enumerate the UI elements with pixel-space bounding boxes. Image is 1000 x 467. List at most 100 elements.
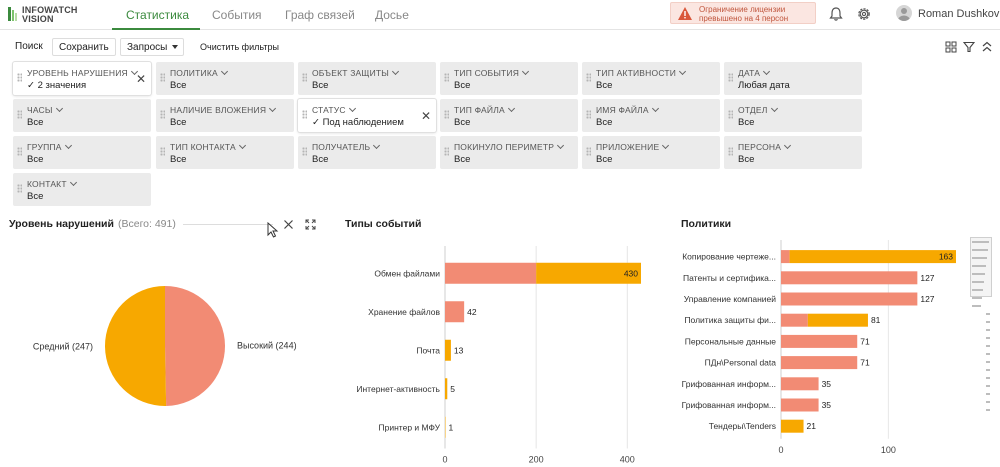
filter-icon[interactable] — [963, 41, 975, 53]
clear-filter-icon[interactable]: ✕ — [420, 109, 431, 123]
policies-panel-title: Политики — [681, 218, 732, 230]
violations-title: Уровень нарушений — [9, 218, 114, 230]
filter-value: Все — [27, 191, 44, 202]
bar-6-series-0[interactable] — [781, 377, 819, 391]
bar-1-series-0[interactable] — [781, 271, 918, 285]
filter-12[interactable]: ГРУППА Все — [13, 136, 151, 169]
drag-handle-icon[interactable] — [444, 73, 449, 82]
drag-handle-icon[interactable] — [586, 110, 591, 119]
drag-handle-icon[interactable] — [586, 73, 591, 82]
filter-value: ✓ Под наблюдением — [312, 117, 404, 128]
filter-2[interactable]: ОБЪЕКТ ЗАЩИТЫ Все — [298, 62, 436, 95]
filter-label: ПРИЛОЖЕНИЕ — [596, 141, 670, 152]
drag-handle-icon[interactable] — [302, 147, 307, 156]
bar-0-series-0[interactable] — [781, 250, 790, 264]
minimap-line — [986, 361, 990, 363]
filter-value: Все — [170, 117, 187, 128]
tab-events[interactable]: События — [212, 8, 262, 22]
bar-value-label-7: 35 — [822, 400, 832, 410]
bar-0-series-0[interactable] — [445, 262, 537, 284]
drag-handle-icon[interactable] — [17, 110, 22, 119]
clear-filter-icon[interactable]: ✕ — [135, 72, 146, 86]
filter-9[interactable]: ТИП ФАЙЛА Все — [440, 99, 578, 132]
filter-value: Все — [738, 154, 755, 165]
layout-grid-icon[interactable] — [945, 41, 957, 53]
tab-dossier[interactable]: Досье — [375, 8, 409, 22]
logo[interactable]: INFOWATCH VISION — [8, 5, 88, 25]
filter-label: ТИП КОНТАКТА — [170, 141, 246, 152]
policies-scroll-minimap[interactable] — [970, 237, 992, 465]
bar-0-series-1[interactable] — [789, 250, 956, 264]
bar-2-series-1[interactable] — [445, 339, 451, 361]
expand-panel-icon[interactable] — [305, 219, 316, 230]
filter-7[interactable]: НАЛИЧИЕ ВЛОЖЕНИЯ Все — [156, 99, 294, 132]
drag-handle-icon[interactable] — [586, 147, 591, 156]
filter-value: Все — [596, 80, 613, 91]
bar-7-series-0[interactable] — [781, 398, 819, 412]
drag-handle-icon[interactable] — [17, 73, 22, 82]
clear-filters-button[interactable]: Очистить фильтры — [200, 42, 279, 52]
x-tick-label-1: 100 — [881, 445, 896, 455]
queries-dropdown[interactable]: Запросы — [120, 38, 185, 56]
filter-10[interactable]: ИМЯ ФАЙЛА Все — [582, 99, 720, 132]
filter-18[interactable]: КОНТАКТ Все — [13, 173, 151, 206]
bar-5-series-0[interactable] — [781, 356, 858, 370]
filter-6[interactable]: ЧАСЫ Все — [13, 99, 151, 132]
pie-slice-0[interactable] — [165, 286, 226, 406]
minimap-line — [986, 337, 990, 339]
collapse-icon[interactable] — [981, 41, 993, 53]
category-label-1: Патенты и сертифика... — [683, 273, 776, 283]
search-label[interactable]: Поиск — [15, 41, 43, 52]
filter-5[interactable]: ДАТА Любая дата — [724, 62, 862, 95]
filter-1[interactable]: ПОЛИТИКА Все — [156, 62, 294, 95]
drag-handle-icon[interactable] — [160, 147, 165, 156]
drag-handle-icon[interactable] — [17, 147, 22, 156]
drag-handle-icon[interactable] — [160, 73, 165, 82]
filter-3[interactable]: ТИП СОБЫТИЯ Все — [440, 62, 578, 95]
bar-0-series-1[interactable] — [536, 262, 641, 284]
filter-17[interactable]: ПЕРСОНА Все — [724, 136, 862, 169]
user-name[interactable]: Roman Dushkov — [918, 8, 1000, 20]
drag-handle-icon[interactable] — [302, 110, 307, 119]
save-button[interactable]: Сохранить — [52, 38, 116, 56]
x-tick-label-1: 200 — [529, 455, 544, 465]
filter-0[interactable]: УРОВЕНЬ НАРУШЕНИЯ ✓ 2 значения ✕ — [13, 62, 151, 95]
bell-icon[interactable] — [828, 6, 844, 22]
category-label-8: Тендеры\Tenders — [709, 421, 776, 431]
filter-11[interactable]: ОТДЕЛ Все — [724, 99, 862, 132]
bar-8-series-1[interactable] — [781, 419, 804, 433]
drag-handle-icon[interactable] — [302, 73, 307, 82]
minimap-line — [972, 289, 983, 291]
bar-3-series-1[interactable] — [807, 313, 868, 327]
filter-16[interactable]: ПРИЛОЖЕНИЕ Все — [582, 136, 720, 169]
scroll-thumb[interactable] — [970, 237, 992, 297]
drag-handle-icon[interactable] — [728, 73, 733, 82]
filter-14[interactable]: ПОЛУЧАТЕЛЬ Все — [298, 136, 436, 169]
gear-icon[interactable] — [856, 6, 872, 22]
bar-2-series-0[interactable] — [781, 292, 918, 306]
pie-slice-1[interactable] — [105, 286, 167, 406]
filter-13[interactable]: ТИП КОНТАКТА Все — [156, 136, 294, 169]
drag-handle-icon[interactable] — [160, 110, 165, 119]
drag-handle-icon[interactable] — [17, 184, 22, 193]
close-panel-icon[interactable] — [283, 219, 294, 230]
drag-handle-icon[interactable] — [728, 110, 733, 119]
avatar[interactable] — [896, 5, 912, 21]
bar-value-label-3: 81 — [871, 315, 881, 325]
bar-1-series-0[interactable] — [445, 301, 465, 323]
filter-8[interactable]: СТАТУС ✓ Под наблюдением ✕ — [298, 99, 436, 132]
filter-4[interactable]: ТИП АКТИВНОСТИ Все — [582, 62, 720, 95]
bar-3-series-0[interactable] — [781, 313, 808, 327]
tab-link-graph[interactable]: Граф связей — [285, 8, 355, 22]
bar-3-series-1[interactable] — [445, 378, 448, 400]
logo-line2: VISION — [22, 14, 54, 24]
filter-value: Все — [170, 80, 187, 91]
drag-handle-icon[interactable] — [728, 147, 733, 156]
filter-15[interactable]: ПОКИНУЛО ПЕРИМЕТР Все — [440, 136, 578, 169]
license-alert[interactable]: Ограничение лицензии превышено на 4 перс… — [670, 2, 816, 24]
minimap-line — [986, 329, 990, 331]
drag-handle-icon[interactable] — [444, 147, 449, 156]
bar-4-series-0[interactable] — [781, 334, 858, 348]
tab-statistics[interactable]: Статистика — [126, 8, 190, 22]
drag-handle-icon[interactable] — [444, 110, 449, 119]
